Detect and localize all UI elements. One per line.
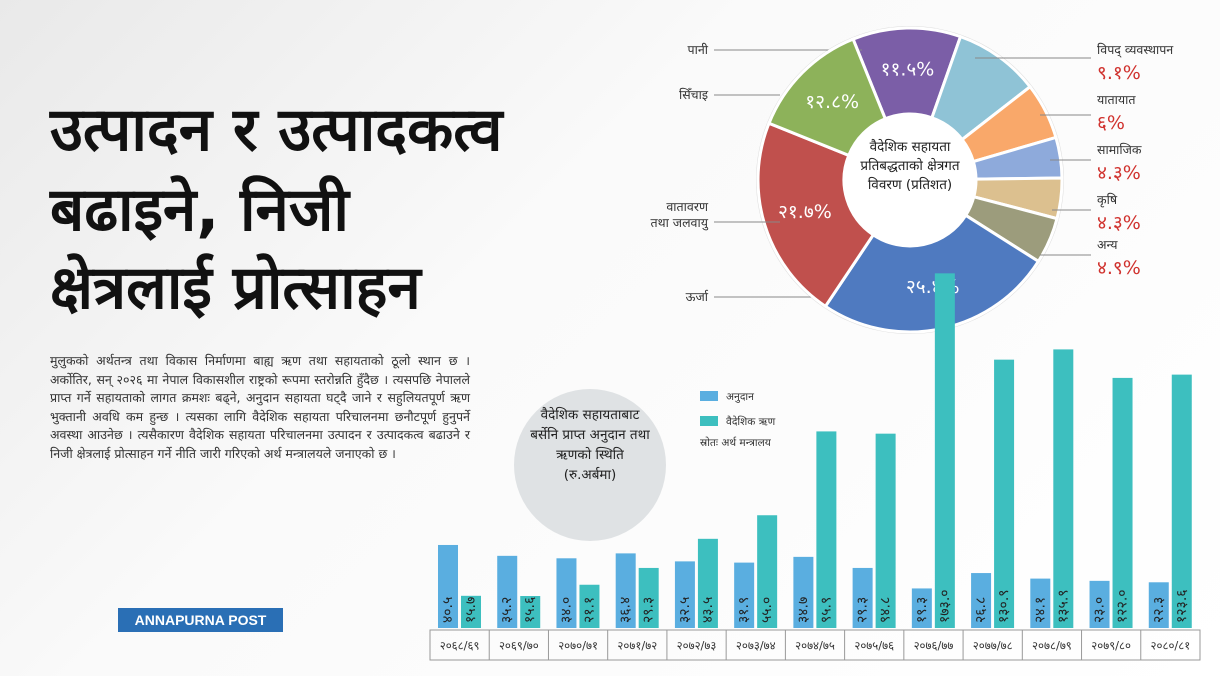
bar <box>556 558 577 628</box>
legend-swatch <box>700 416 718 426</box>
bar-value-label: २१.१ <box>581 597 597 623</box>
bar-value-label: १३५.९ <box>1055 589 1071 623</box>
bar <box>1171 374 1192 628</box>
bar-title: वैदेशिक सहायताबाट बर्सेनि प्राप्त अनुदान… <box>530 407 650 483</box>
bar-value-label: १७३.० <box>937 589 953 623</box>
bar-value-label: ९४.८ <box>878 597 894 623</box>
legend-label: वैदेशिक ऋण <box>726 415 776 428</box>
x-tick-label: २०७७/७८ <box>973 639 1013 653</box>
slice-label: सामाजिक <box>1097 142 1142 157</box>
slice-label: कृषि <box>1097 192 1118 207</box>
x-tick-label: २०७६/७७ <box>914 639 954 653</box>
bar-value-label: २६.८ <box>973 597 989 623</box>
x-tick-label: २०६९/७० <box>499 639 539 653</box>
bar-value-label: ३१.९ <box>736 597 752 623</box>
slice-label: अन्य <box>1097 237 1118 252</box>
legend-label: अनुदान <box>726 391 754 403</box>
bar-value-label: ३४.० <box>558 597 574 623</box>
bar-value-label: १५.७ <box>463 597 479 623</box>
bar-value-label: २९.३ <box>641 597 657 623</box>
donut-title: वैदेशिक सहायता प्रतिबद्धताको क्षेत्रगत व… <box>860 139 960 193</box>
x-tick-label: २०७९/८० <box>1091 639 1131 653</box>
bar <box>757 515 778 628</box>
slice-value-label: ४.९% <box>1097 257 1141 279</box>
slice-value-label: ४.३% <box>1097 212 1141 234</box>
bar <box>615 553 636 628</box>
bar-value-label: २३.० <box>1092 597 1108 623</box>
slice-label: पानी <box>687 42 708 57</box>
title-circle <box>514 389 666 541</box>
slice-label: विपद् व्यवस्थापन <box>1097 42 1174 57</box>
x-tick-label: २०७४/७५ <box>795 639 835 653</box>
slice-value-label: ९.१% <box>1097 62 1141 84</box>
slice-label: ऊर्जा <box>685 289 708 304</box>
bar-value-label: ३६.४ <box>618 597 634 623</box>
bar <box>520 596 541 628</box>
bar-value-label: १३०.९ <box>996 589 1012 623</box>
bar <box>1089 580 1110 628</box>
slice-label: सिँचाइ <box>678 87 708 102</box>
x-tick-label: २०६८/६९ <box>440 639 480 653</box>
bar-value-label: ३४.७ <box>795 597 811 623</box>
x-tick-label: २०७१/७२ <box>617 639 657 653</box>
legend-swatch <box>700 391 718 401</box>
bar-value-label: ५५.० <box>759 597 775 623</box>
bar <box>1112 377 1133 628</box>
bar-value-label: १२२.० <box>1115 589 1131 623</box>
bar-value-label: २४.१ <box>1032 597 1048 623</box>
bar <box>971 573 992 628</box>
bar-value-label: २२.३ <box>1151 597 1167 623</box>
x-tick-label: २०७०/७१ <box>558 639 598 653</box>
bar <box>911 588 932 628</box>
bar-value-label: २९.३ <box>855 597 871 623</box>
bar-value-label: १५.६ <box>522 597 538 623</box>
bar <box>674 561 695 628</box>
x-tick-label: २०७३/७४ <box>736 639 776 653</box>
bar-value-label: ९५.९ <box>818 597 834 623</box>
bar-value-label: १९.३ <box>914 597 930 623</box>
bar <box>461 595 481 628</box>
bar <box>579 584 600 628</box>
slice-label: वातावरण तथा जलवायु <box>650 199 708 230</box>
bar <box>875 433 896 628</box>
x-tick-label: २०७५/७६ <box>854 639 894 653</box>
bar <box>934 273 955 628</box>
bar <box>438 544 458 628</box>
bar <box>1053 349 1074 628</box>
bar <box>1030 578 1051 628</box>
body-text: मुलुकको अर्थतन्त्र तथा विकास निर्माणमा ब… <box>50 353 470 461</box>
bar <box>638 567 659 628</box>
bar-value-label: ४३.५ <box>700 597 716 623</box>
brand-logo: ANNAPURNA POST <box>118 608 283 632</box>
bar-value-label: ३५.२ <box>499 597 515 623</box>
bar-value-label: ४०.५ <box>440 597 456 623</box>
axis-box <box>429 629 1201 661</box>
x-tick-label: २०७८/७९ <box>1032 639 1072 653</box>
bar <box>994 359 1015 628</box>
donut-hole <box>844 114 976 246</box>
source-note: स्रोतः अर्थ मन्त्रालय <box>700 436 772 449</box>
bar <box>697 538 718 628</box>
bar-value-label: १२३.६ <box>1174 589 1190 623</box>
slice-value-label: ६% <box>1097 112 1125 134</box>
bar-value-label: ३२.५ <box>677 597 693 623</box>
bar <box>734 562 755 628</box>
bar <box>793 556 814 628</box>
slice-value-label: ४.३% <box>1097 162 1141 184</box>
slice-value-label: ११.५% <box>881 59 935 81</box>
bar <box>852 567 873 628</box>
bar <box>1148 582 1169 628</box>
slice-label: यातायात <box>1097 92 1136 107</box>
slice-value-label: १२.८% <box>805 91 859 113</box>
headline: उत्पादन र उत्पादकत्व <box>50 95 503 165</box>
slice-value-label: २१.७% <box>778 201 832 223</box>
bar <box>497 555 518 628</box>
headline: क्षेत्रलाई प्रोत्साहन <box>50 253 421 323</box>
bar <box>816 431 837 628</box>
x-tick-label: २०८०/८१ <box>1151 639 1191 653</box>
x-tick-label: २०७२/७३ <box>677 639 717 653</box>
headline: बढाइने, निजी <box>50 175 349 245</box>
